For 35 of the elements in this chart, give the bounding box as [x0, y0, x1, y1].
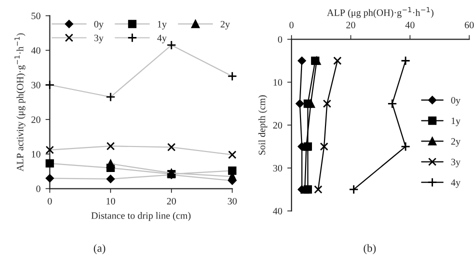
legend-label: 3y: [94, 34, 104, 44]
y-tick-label: 20: [273, 122, 282, 129]
y-axis-title: Soil depth (cm): [258, 95, 268, 155]
y-tick-label: 0: [278, 36, 282, 43]
x-tick-label: 20: [346, 22, 356, 28]
legend-label: 2y: [451, 138, 460, 147]
legend-label: 3y: [451, 158, 460, 168]
legend-label: 1y: [158, 20, 167, 30]
legend-label: 2y: [220, 20, 230, 30]
x-tick-label: 0: [289, 22, 294, 28]
y-tick-label: 10: [274, 79, 282, 86]
legend-label: 1y: [452, 118, 460, 126]
y-tick-label: 40: [31, 47, 40, 54]
y-tick-label: 40: [272, 208, 282, 214]
legend-label: 0y: [94, 20, 104, 30]
y-tick-label: 30: [31, 82, 40, 88]
text: (b): [364, 244, 376, 254]
y-tick-label: 10: [32, 150, 40, 158]
x-tick-label: 10: [106, 198, 116, 205]
x-tick-label: 0: [48, 198, 52, 205]
text: (a): [94, 244, 106, 254]
y-tick-label: 0: [36, 186, 40, 192]
x-tick-label: 30: [228, 198, 237, 205]
x-axis-title: ALP (μg ph(OH)·g$^{−1}$·h$^{−1}$): [326, 7, 434, 18]
y-axis-title: ALP activity (μg ph(OH)·g$^{−1}$·h$^{−1}$): [14, 33, 26, 172]
y-tick-label: 30: [273, 164, 282, 172]
x-tick-label: 20: [166, 198, 176, 205]
y-tick-label: 20: [31, 116, 40, 123]
x-tick-label: 40: [405, 22, 414, 28]
legend-label: 4y: [157, 34, 167, 44]
legend-label: 0y: [451, 97, 460, 106]
x-tick-label: 60: [464, 22, 474, 28]
legend-label: 4y: [450, 179, 460, 188]
y-tick-label: 50: [32, 12, 40, 20]
x-axis-title: Distance to drip line (cm): [91, 212, 191, 221]
